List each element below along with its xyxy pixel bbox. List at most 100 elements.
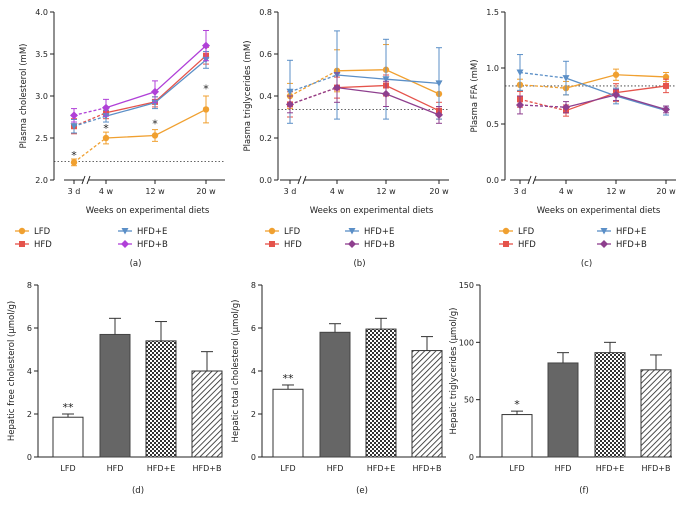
marker-lfd: [202, 106, 210, 113]
x-tick-label: 20 w: [196, 187, 216, 196]
series-hfd-e: [70, 50, 210, 134]
y-axis-label: Plasma triglycerides (mM): [243, 40, 253, 151]
marker-hfd: [503, 241, 509, 247]
y-tick-label: 6: [27, 324, 32, 333]
x-tick-label: HFD+E: [596, 464, 625, 473]
marker-hfd-b: [612, 90, 620, 99]
series-lfd: [286, 44, 443, 110]
series-line-dashed: [73, 115, 107, 127]
series-lfd: [516, 68, 670, 96]
marker-hfd-e: [348, 228, 356, 235]
legend-entry-hfd-b: [345, 240, 359, 248]
marker-hfd-e: [516, 69, 524, 76]
axis-break: [532, 175, 537, 185]
marker-hfd-e: [121, 228, 129, 235]
y-tick-label: 0.2: [259, 134, 272, 143]
panel-label: (d): [132, 486, 144, 496]
legend-label: HFD+E: [137, 227, 167, 237]
y-axis-label: Hepatic total cholesterol (μmol/g): [231, 300, 241, 443]
axis-break: [527, 175, 532, 185]
y-tick-label: 3.0: [35, 92, 48, 101]
y-tick-label: 6: [251, 324, 256, 333]
marker-lfd: [18, 227, 26, 235]
legend-label: HFD: [284, 240, 302, 250]
bar-hfd-b: [640, 369, 672, 458]
axis-break: [86, 175, 91, 185]
series-hfd-b: [516, 88, 670, 115]
series-hfd-b: [70, 29, 210, 123]
series-line-dashed: [289, 74, 338, 93]
marker-hfd-b: [662, 105, 670, 114]
legend-entry-hfd-e: [345, 228, 359, 235]
bar-hfd-b: [411, 350, 443, 458]
series-line: [105, 59, 207, 117]
bar-hfd-b: [191, 370, 223, 458]
x-tick-label: 4 w: [99, 187, 114, 196]
y-tick-label: 0.0: [486, 176, 499, 185]
series-hfd: [71, 46, 209, 135]
y-tick-label: 50: [464, 396, 474, 405]
series-line-dashed: [519, 71, 567, 79]
marker-hfd-b: [333, 83, 341, 92]
y-tick-label: 8: [251, 281, 256, 290]
marker-hfd-e: [600, 228, 608, 235]
y-tick-label: 1.5: [486, 8, 499, 17]
y-tick-label: 2: [251, 410, 256, 419]
legend-label: HFD: [34, 240, 52, 250]
x-tick-label: HFD: [555, 464, 572, 473]
x-tick-label: HFD: [107, 464, 124, 473]
marker-hfd-b: [600, 240, 608, 248]
x-tick-label: 12 w: [606, 187, 626, 196]
x-tick-label: 12 w: [376, 187, 396, 196]
marker-hfd-b: [286, 100, 294, 109]
significance-star: *: [103, 122, 109, 135]
y-tick-label: 0: [27, 453, 32, 462]
marker-hfd-b: [348, 240, 356, 248]
x-tick-label: 4 w: [559, 187, 574, 196]
bar-hfd: [99, 333, 131, 458]
significance-star: **: [283, 372, 295, 385]
series-lfd: [70, 95, 210, 167]
series-line-dashed: [289, 86, 338, 106]
marker-hfd-b: [70, 111, 78, 120]
marker-lfd: [502, 227, 510, 235]
y-tick-label: 2.0: [35, 176, 48, 185]
significance-star: *: [203, 82, 209, 95]
axis-break: [297, 175, 302, 185]
x-axis-label: Weeks on experimental diets: [310, 206, 434, 216]
y-tick-label: 4: [27, 367, 32, 376]
marker-hfd-b: [435, 110, 443, 119]
x-axis-label: Weeks on experimental diets: [86, 206, 210, 216]
y-tick-label: 0: [469, 453, 474, 462]
marker-hfd: [19, 241, 25, 247]
y-tick-label: 100: [459, 338, 474, 347]
panel-label: (b): [353, 259, 365, 269]
bar-hfd: [319, 331, 351, 458]
legend-label: HFD+B: [137, 240, 168, 250]
legend-entry-lfd: [265, 227, 279, 235]
marker-lfd: [151, 132, 159, 139]
y-tick-label: 8: [27, 281, 32, 290]
x-tick-label: HFD+E: [367, 464, 396, 473]
marker-hfd-b: [121, 240, 129, 248]
legend-entry-lfd: [499, 227, 513, 235]
legend-entry-hfd-e: [597, 228, 611, 235]
marker-hfd-b: [102, 103, 110, 112]
legend-entry-hfd: [15, 241, 29, 247]
panel-label: (f): [579, 486, 589, 496]
axis-break: [302, 175, 307, 185]
bar-hfd-e: [365, 328, 397, 458]
y-tick-label: 0.6: [259, 50, 272, 59]
marker-hfd-e: [382, 76, 390, 83]
x-tick-label: 3 d: [284, 187, 297, 196]
marker-hfd-b: [562, 103, 570, 112]
series-line: [105, 45, 207, 109]
marker-hfd-e: [286, 88, 294, 96]
marker-hfd-b: [151, 87, 159, 96]
x-tick-label: LFD: [60, 464, 75, 473]
y-tick-label: 0: [251, 453, 256, 462]
legend-entry-hfd: [499, 241, 513, 247]
y-tick-label: 1.0: [486, 64, 499, 73]
y-axis-label: Hepatic free cholesterol (μmol/g): [7, 301, 17, 441]
